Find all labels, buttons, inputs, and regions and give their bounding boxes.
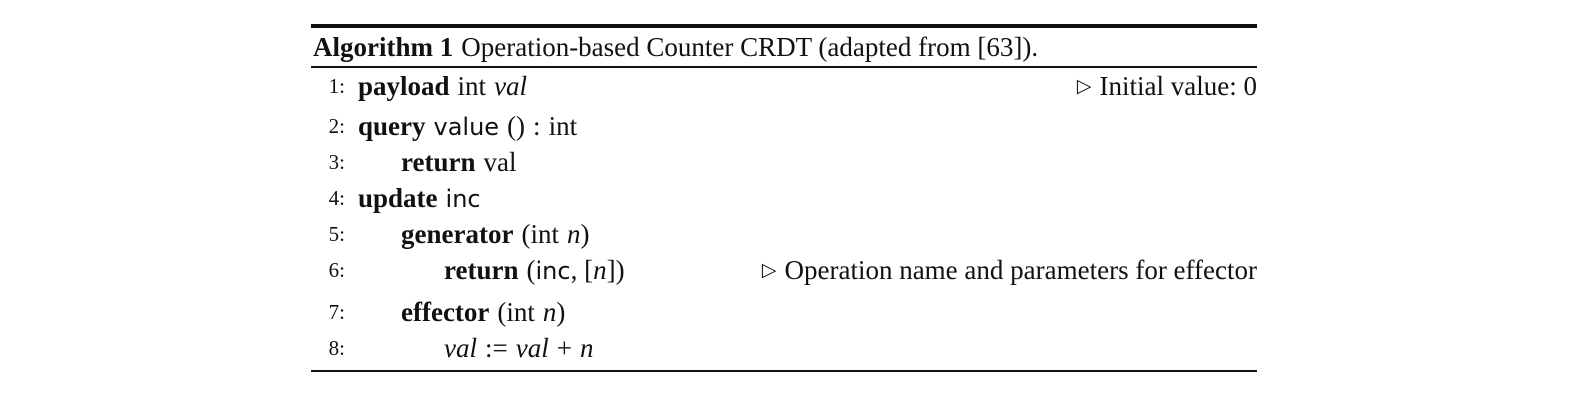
variable-val-rhs: val xyxy=(515,332,549,363)
keyword-payload: payload xyxy=(358,70,450,101)
algorithm-block: Algorithm 1 Operation-based Counter CRDT… xyxy=(311,24,1257,372)
comment-triangle-icon: ▷ xyxy=(1076,75,1092,97)
param-n: n xyxy=(566,218,581,249)
comment-text: Initial value: 0 xyxy=(1099,70,1257,101)
algorithm-line-3: 3: return val xyxy=(311,144,1257,180)
line-code: generator (int n ) xyxy=(401,219,589,250)
algorithm-line-2: 2: query value () : int xyxy=(311,108,1257,144)
tuple-open: ( xyxy=(526,254,536,285)
variable-val-lhs: val xyxy=(444,332,477,363)
assign-operator: := xyxy=(485,332,508,363)
line-comment: ▷ Operation name and parameters for effe… xyxy=(762,255,1257,286)
algorithm-line-5: 5: generator (int n ) xyxy=(311,216,1257,252)
param-n: n xyxy=(593,254,607,285)
param-close: ) xyxy=(580,218,590,249)
algorithm-title: Operation-based Counter CRDT (adapted fr… xyxy=(461,31,1039,62)
function-name: value xyxy=(433,112,500,141)
line-code: return ( inc , [ n ]) xyxy=(444,255,625,286)
comment-text: Operation name and parameters for effect… xyxy=(784,254,1257,285)
param-n: n xyxy=(579,332,594,363)
algorithm-line-7: 7: effector (int n ) xyxy=(311,294,1257,330)
keyword-return: return xyxy=(444,254,519,285)
algorithm-lines: 1: payload int val ▷ Initial value: 0 2:… xyxy=(311,68,1257,370)
return-value: val xyxy=(483,146,517,177)
algorithm-line-4: 4: update inc xyxy=(311,180,1257,216)
keyword-query: query xyxy=(358,110,426,141)
bottom-rule xyxy=(311,370,1257,372)
line-number: 2: xyxy=(328,113,345,138)
parentheses: () xyxy=(507,110,526,141)
tuple-separator: , [ xyxy=(570,254,594,285)
update-name: inc xyxy=(445,184,481,213)
line-comment: ▷ Initial value: 0 xyxy=(1077,71,1257,102)
algorithm-line-1: 1: payload int val ▷ Initial value: 0 xyxy=(311,68,1257,104)
tuple-close: ]) xyxy=(606,254,625,285)
line-number: 3: xyxy=(328,149,345,174)
param-open: (int xyxy=(497,296,535,327)
operation-name: inc xyxy=(535,256,571,285)
line-code: return val xyxy=(401,147,517,178)
variable-val: val xyxy=(494,70,528,101)
plus-operator: + xyxy=(556,332,572,363)
line-code: payload int val xyxy=(358,71,527,102)
line-code: effector (int n ) xyxy=(401,297,565,328)
keyword-update: update xyxy=(358,182,438,213)
line-code: update inc xyxy=(358,183,481,214)
keyword-generator: generator xyxy=(401,218,514,249)
param-n: n xyxy=(542,296,557,327)
type-int: int xyxy=(457,70,487,101)
line-code: val := val + n xyxy=(444,333,593,364)
caption-rule xyxy=(311,66,1257,68)
algorithm-line-6: 6: return ( inc , [ n ]) ▷ Operation nam… xyxy=(311,252,1257,288)
algorithm-line-8: 8: val := val + n xyxy=(311,330,1257,366)
param-open: (int xyxy=(521,218,559,249)
return-type: int xyxy=(548,110,578,141)
line-number: 4: xyxy=(328,185,345,210)
line-code: query value () : int xyxy=(358,111,577,142)
keyword-return: return xyxy=(401,146,476,177)
line-number: 5: xyxy=(328,221,345,246)
algorithm-caption: Algorithm 1 Operation-based Counter CRDT… xyxy=(311,28,1257,66)
param-close: ) xyxy=(556,296,566,327)
comment-triangle-icon: ▷ xyxy=(761,259,777,281)
keyword-effector: effector xyxy=(401,296,490,327)
top-rule xyxy=(311,24,1257,28)
line-number: 7: xyxy=(328,299,345,324)
line-number: 8: xyxy=(328,335,345,360)
line-number: 6: xyxy=(328,257,345,282)
algorithm-label: Algorithm 1 xyxy=(313,31,454,62)
colon: : xyxy=(533,110,541,141)
line-number: 1: xyxy=(328,73,345,98)
